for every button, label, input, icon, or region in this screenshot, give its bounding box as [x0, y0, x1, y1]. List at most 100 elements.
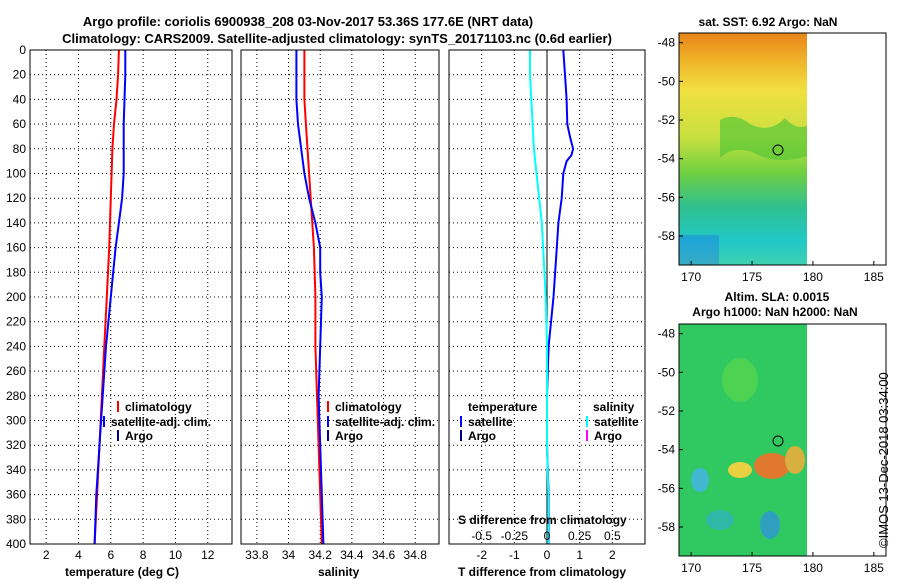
sla-anomaly-low-3	[691, 468, 709, 492]
depth-tick-label: 340	[6, 463, 26, 477]
x-tick-label: 34.8	[404, 548, 428, 562]
depth-tick-label: 80	[13, 142, 27, 156]
argo-location-marker	[772, 144, 784, 156]
sla-map-image	[679, 324, 807, 556]
depth-tick-label: 260	[6, 364, 26, 378]
legend-temperature-title: temperature	[468, 400, 538, 414]
depth-tick-label: 20	[13, 68, 27, 82]
lon-tick-label: 175	[742, 561, 762, 575]
x-tick-label: 0	[544, 548, 551, 562]
sst-missing-patch	[679, 235, 719, 265]
x-tick-label: 33.8	[245, 548, 269, 562]
temperature-series	[93, 50, 127, 544]
legend-t-argo-label: Argo	[468, 429, 496, 443]
sla-anomaly-east	[785, 446, 805, 474]
imos-watermark: ©IMOS 13-Dec-2018 03:34:00	[876, 372, 891, 548]
depth-tick-label: 400	[6, 537, 26, 551]
s-tick-label: 0	[544, 529, 551, 543]
lon-tick-label: 175	[742, 270, 762, 284]
depth-tick-label: 240	[6, 339, 26, 353]
figure-title-line2: Climatology: CARS2009. Satellite-adjuste…	[62, 31, 612, 46]
s-tick-label: -0.5	[471, 529, 492, 543]
lon-tick-label: 185	[864, 561, 884, 575]
depth-tick-label: 200	[6, 290, 26, 304]
series-line-satellite-adj-clim-	[295, 50, 325, 544]
salinity-series	[295, 50, 325, 544]
x-tick-label: 8	[140, 548, 147, 562]
sla-anomaly-low-2	[760, 511, 780, 539]
s-tick-label: 0.5	[604, 529, 621, 543]
lon-tick-label: 170	[681, 561, 701, 575]
x-tick-label: 34.6	[372, 548, 396, 562]
x-tick-label: 12	[201, 548, 215, 562]
legend-s-satellite-label: satellite	[594, 415, 639, 429]
sla-map-subtitle: Argo h1000: NaN h2000: NaN	[692, 305, 857, 319]
sla-map-frame	[678, 323, 887, 557]
legend-t-satellite-label: satellite	[468, 415, 513, 429]
series-line-climatology	[303, 50, 323, 544]
lat-tick-label: -48	[658, 36, 676, 50]
depth-tick-label: 140	[6, 216, 26, 230]
sst-map-panel: sat. SST: 6.92 Argo: NaN 170 175 180 185 -48…	[658, 15, 887, 284]
temperature-xlabel: temperature (deg C)	[65, 565, 179, 579]
depth-tick-label: 40	[13, 92, 27, 106]
lat-tick-label: -54	[658, 443, 676, 457]
depth-tick-label: 360	[6, 488, 26, 502]
x-tick-label: 34.2	[309, 548, 333, 562]
depth-tick-label: 60	[13, 117, 27, 131]
temperature-difference-legend: temperature satellite Argo	[460, 400, 538, 443]
legend-salinity-title: salinity	[593, 400, 635, 414]
legend-argo-label: Argo	[335, 429, 363, 443]
s-tick-label: 0.25	[568, 529, 592, 543]
lat-tick-label: -52	[658, 404, 676, 418]
temperature-panel: 0 20 40 60 80 100 120 140 160 180 200 220 240 260 280 3…	[6, 43, 233, 579]
temperature-grid	[30, 50, 232, 544]
lon-tick-label: 185	[864, 270, 884, 284]
x-tick-label: 2	[609, 548, 616, 562]
temperature-tick-labels: 2 4 6 8 10 12	[43, 548, 215, 562]
argo-location-marker	[772, 435, 784, 447]
x-tick-label: 1	[576, 548, 583, 562]
lon-tick-label: 180	[803, 270, 823, 284]
lat-tick-label: -50	[658, 365, 676, 379]
lon-tick-label: 170	[681, 270, 701, 284]
legend-satellite-label: satellite-adj. clim.	[111, 415, 211, 429]
sla-anomaly-low	[706, 510, 734, 530]
temperature-legend: climatology satellite-adj. clim. Argo	[103, 400, 211, 443]
lat-tick-label: -58	[658, 520, 676, 534]
legend-s-argo-label: Argo	[594, 429, 622, 443]
lat-tick-label: -54	[658, 152, 676, 166]
x-tick-label: -1	[509, 548, 520, 562]
difference-panel: -2 -1 0 1 2 -0.5 -0.25 0 0.25 0.5 S difference f…	[448, 49, 646, 579]
depth-tick-labels: 0 20 40 60 80 100 120 140 160 180 200 220 240 260 280 3…	[6, 43, 26, 551]
sla-map-ticks: 170 175 180 185 -48 -50 -52 -54 -56 -58	[658, 327, 884, 575]
sst-map-title: sat. SST: 6.92 Argo: NaN	[699, 15, 838, 29]
difference-axes-frame	[448, 49, 646, 545]
lat-tick-label: -52	[658, 113, 676, 127]
lat-tick-label: -58	[658, 229, 676, 243]
legend-climatology-label: climatology	[335, 400, 402, 414]
depth-tick-label: 100	[6, 167, 26, 181]
series-line-satellite-adj-clim-	[93, 50, 127, 544]
temperature-axes-frame	[29, 49, 233, 545]
x-tick-label: 34	[282, 548, 296, 562]
depth-tick-label: 160	[6, 241, 26, 255]
sst-map-image	[679, 33, 807, 265]
depth-tick-label: 300	[6, 414, 26, 428]
depth-tick-label: 0	[19, 43, 26, 57]
salinity-tick-labels: 33.8 34 34.2 34.4 34.6 34.8	[245, 548, 427, 562]
depth-tick-label: 120	[6, 191, 26, 205]
x-tick-label: 2	[43, 548, 50, 562]
x-tick-label: 4	[75, 548, 82, 562]
lat-tick-label: -56	[658, 190, 676, 204]
x-tick-label: 34.4	[340, 548, 364, 562]
s-tick-label: -0.25	[501, 529, 529, 543]
salinity-difference-legend: salinity satellite Argo	[586, 400, 639, 443]
salinity-xlabel: salinity	[318, 565, 360, 579]
lat-tick-label: -50	[658, 74, 676, 88]
legend-climatology-label: climatology	[125, 400, 192, 414]
depth-tick-label: 380	[6, 512, 26, 526]
series-line-salinity-satellite	[529, 50, 550, 544]
legend-satellite-label: satellite-adj. clim.	[335, 415, 435, 429]
s-difference-label: S difference from climatology	[458, 513, 627, 527]
